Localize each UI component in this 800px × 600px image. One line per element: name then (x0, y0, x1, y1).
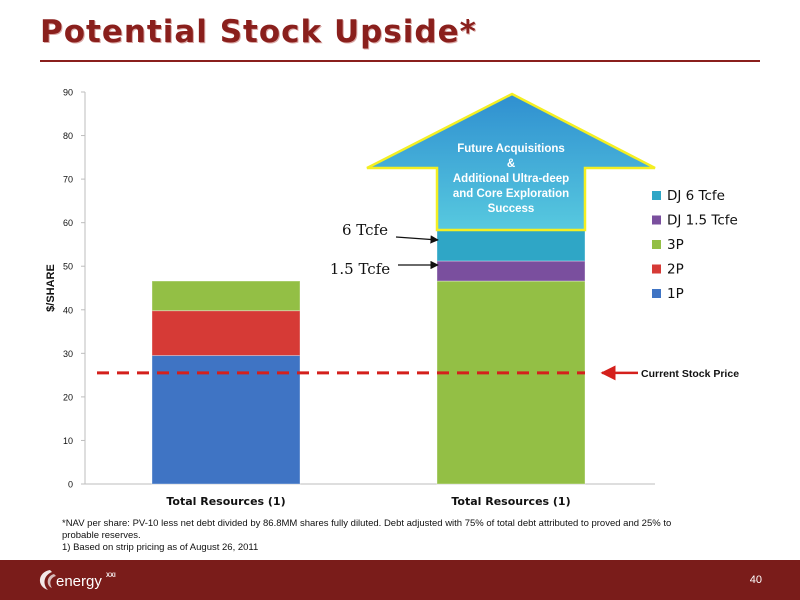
title-divider (40, 60, 760, 62)
current-price-label: Current Stock Price (641, 368, 739, 380)
y-tick-label: 30 (63, 349, 73, 359)
logo-text: energy (56, 573, 102, 590)
y-tick-label: 90 (63, 88, 73, 98)
logo-swoosh-inner-icon (47, 574, 56, 588)
stacked-bar-chart: 0 10 20 30 40 50 60 70 80 90 $/SHARE Total Resour… (45, 88, 739, 509)
label-6-tcfe: 6 Tcfe (342, 221, 388, 239)
upside-arrow-text-line: Future Acquisitions (457, 143, 565, 155)
label-1-5-tcfe: 1.5 Tcfe (330, 260, 390, 278)
y-tick-label: 0 (68, 480, 73, 490)
footer-bar (0, 560, 800, 600)
legend-label: 1P (667, 286, 684, 302)
y-tick-label: 70 (63, 175, 73, 185)
bar-segment (436, 260, 586, 282)
bar-segment (151, 310, 301, 357)
pointer-6-tcfe (395, 235, 439, 244)
legend-swatch (652, 215, 661, 225)
footnotes: *NAV per share: PV-10 less net debt divi… (62, 518, 702, 554)
bar-segment (436, 280, 586, 485)
bar-segment (151, 355, 301, 485)
y-tick-label: 50 (63, 262, 73, 272)
y-tick-label: 80 (63, 131, 73, 141)
legend-swatch (652, 289, 661, 298)
logo-swoosh-icon (39, 570, 52, 590)
y-tick-label: 60 (63, 218, 73, 228)
footnote-nav: *NAV per share: PV-10 less net debt divi… (62, 518, 672, 541)
upside-arrow-text-line: Additional Ultra-deep (453, 173, 569, 185)
upside-arrow-shape (366, 92, 656, 232)
page-number: 40 (749, 574, 762, 586)
legend-swatch (652, 191, 661, 200)
legend-label: DJ 6 Tcfe (667, 188, 725, 204)
legend-swatch (652, 264, 661, 274)
bar-segment (151, 280, 301, 312)
legend-label: 3P (667, 237, 684, 253)
upside-arrow-text-line: Success (488, 203, 535, 215)
legend-swatch (652, 240, 661, 249)
y-axis-label: $/SHARE (45, 264, 57, 312)
x-category-label: Total Resources (1) (451, 495, 570, 508)
upside-arrow-text-line: & (507, 158, 515, 170)
y-tick-label: 40 (63, 305, 73, 315)
legend-label: 2P (667, 262, 684, 278)
x-category-label: Total Resources (1) (166, 495, 285, 508)
upside-arrow: Future Acquisitions & Additional Ultra-dee… (366, 92, 656, 232)
upside-arrow-text-line: and Core Exploration (453, 188, 569, 200)
footnote-strip-pricing: 1) Based on strip pricing as of August 2… (62, 542, 259, 553)
company-logo: energy XXI (39, 570, 116, 590)
legend-label: DJ 1.5 Tcfe (667, 213, 738, 229)
logo-superscript: XXI (106, 573, 116, 579)
page-title: Potential Stock Upside* (40, 14, 477, 50)
y-tick-label: 10 (63, 436, 73, 446)
y-tick-label: 20 (63, 392, 73, 402)
